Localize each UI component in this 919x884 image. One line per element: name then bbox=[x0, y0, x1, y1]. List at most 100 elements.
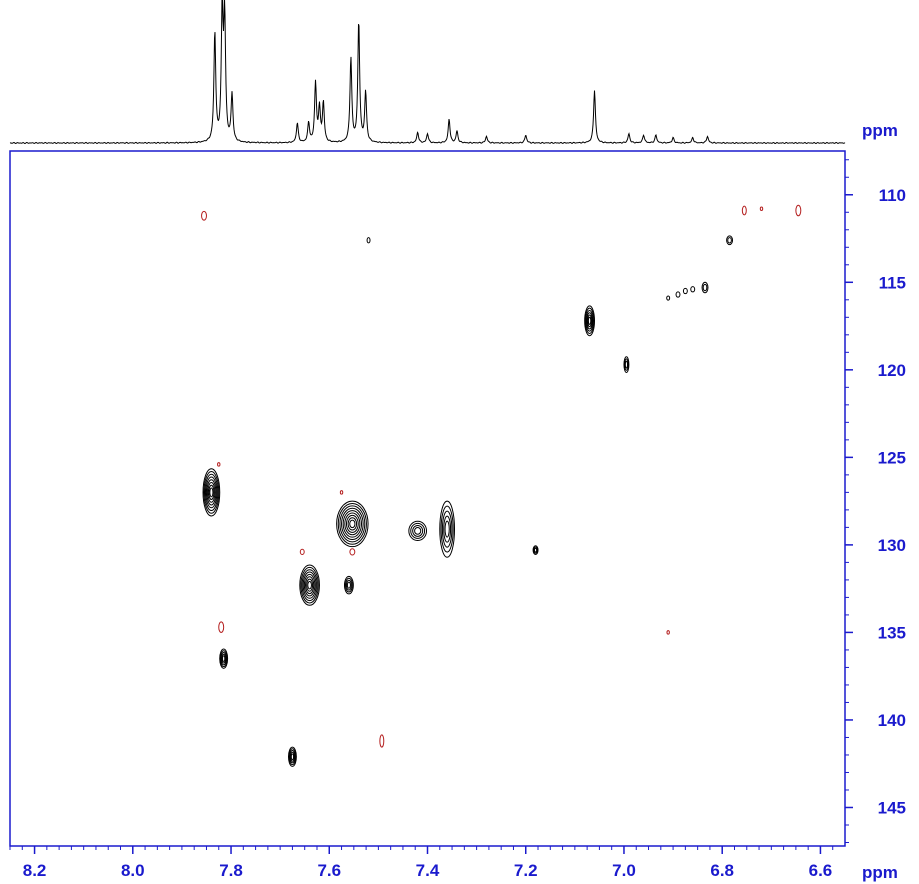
contour-level bbox=[408, 520, 428, 542]
cross-peak bbox=[366, 237, 371, 244]
contour-level bbox=[345, 514, 359, 533]
contour-level bbox=[203, 470, 220, 514]
contour-level bbox=[219, 650, 228, 668]
negative-cross-peak bbox=[759, 206, 764, 212]
contour-level bbox=[220, 651, 227, 666]
contour-level bbox=[299, 564, 320, 606]
cross-peak bbox=[287, 746, 297, 767]
contour-level bbox=[532, 545, 539, 556]
contour-level bbox=[412, 524, 424, 537]
x-tick-label: 7.4 bbox=[416, 861, 440, 880]
contour-level bbox=[300, 566, 319, 604]
x-axis: 8.2 8.0 7.8 7.6 7.4 7.2 7.0 6.8 6.6 bbox=[9, 846, 834, 880]
proton-projection bbox=[9, 0, 846, 145]
cross-peak bbox=[439, 500, 456, 558]
contour-level bbox=[584, 305, 595, 337]
y-tick-label: 120 bbox=[878, 361, 906, 380]
contour-level bbox=[305, 576, 315, 595]
x-tick-label: 6.6 bbox=[809, 861, 833, 880]
contour-level bbox=[666, 630, 670, 635]
contour-level bbox=[410, 522, 426, 539]
negative-cross-peak bbox=[299, 548, 305, 556]
contour-level bbox=[586, 312, 593, 330]
contour-level bbox=[205, 476, 218, 509]
contour-level bbox=[444, 520, 450, 538]
x-tick-label: 7.8 bbox=[219, 861, 243, 880]
contour-level bbox=[726, 235, 734, 246]
x-tick-label: 7.0 bbox=[612, 861, 636, 880]
cross-peak bbox=[701, 281, 709, 294]
contour-level bbox=[301, 569, 318, 602]
contour-level bbox=[379, 734, 385, 748]
contour-level bbox=[218, 621, 225, 633]
contour-level bbox=[287, 746, 297, 767]
y-axis: 110 115 120 125 130 135 140 145 bbox=[845, 159, 906, 843]
contour-level bbox=[306, 578, 314, 592]
contour-level bbox=[299, 548, 305, 556]
contour-level bbox=[346, 581, 351, 589]
cross-peak bbox=[219, 648, 229, 669]
contour-level bbox=[208, 484, 215, 501]
contour-level bbox=[623, 356, 630, 373]
x-tick-label: 7.2 bbox=[514, 861, 538, 880]
contour-level bbox=[741, 205, 747, 216]
cross-peak bbox=[299, 564, 320, 606]
y-tick-label: 110 bbox=[879, 186, 906, 205]
contour-level bbox=[701, 281, 709, 294]
cross-peak bbox=[584, 305, 595, 337]
contour-level bbox=[339, 490, 344, 495]
contour-level bbox=[343, 575, 354, 595]
contour-level bbox=[795, 204, 802, 217]
contour-level bbox=[344, 512, 361, 536]
contour-level bbox=[206, 479, 217, 506]
contour-level bbox=[440, 505, 454, 553]
contour-level bbox=[221, 653, 226, 664]
contour-level bbox=[337, 502, 367, 545]
cross-peak bbox=[532, 545, 539, 556]
cross-peak bbox=[202, 468, 221, 517]
contour-level bbox=[759, 206, 764, 212]
x-tick-label: 8.0 bbox=[121, 861, 145, 880]
contour-level bbox=[336, 500, 369, 548]
negative-cross-peak bbox=[666, 630, 670, 635]
contour-level bbox=[222, 655, 226, 662]
contour-level bbox=[366, 237, 371, 244]
contour-level bbox=[414, 527, 422, 535]
contour-level bbox=[202, 468, 221, 517]
contour-level bbox=[441, 510, 453, 548]
contour-level bbox=[624, 360, 629, 369]
contour-level bbox=[302, 571, 317, 599]
negative-cross-peak bbox=[218, 621, 225, 633]
contour-level bbox=[443, 515, 452, 543]
contour-level bbox=[690, 286, 696, 293]
proton-spectrum-trace bbox=[9, 0, 846, 145]
contour-level bbox=[727, 237, 732, 244]
negative-cross-peak bbox=[741, 205, 747, 216]
contour-level bbox=[666, 295, 671, 301]
y-tick-label: 115 bbox=[879, 273, 906, 292]
contour-level bbox=[288, 748, 297, 766]
plot-frame bbox=[9, 150, 846, 847]
contour-level bbox=[345, 579, 352, 591]
contour-level bbox=[587, 316, 592, 325]
contour-level bbox=[347, 517, 358, 531]
cross-peak bbox=[623, 356, 630, 373]
cross-peak bbox=[675, 291, 681, 298]
negative-cross-peak bbox=[795, 204, 802, 217]
contour-level bbox=[439, 500, 456, 558]
contour-level bbox=[349, 548, 356, 556]
contour-level bbox=[342, 510, 363, 538]
x-tick-label: 7.6 bbox=[317, 861, 341, 880]
contour-level bbox=[533, 546, 538, 554]
negative-cross-peak bbox=[379, 734, 385, 748]
y-tick-label: 135 bbox=[878, 623, 906, 642]
negative-cross-peak bbox=[201, 210, 207, 221]
negative-cross-peak bbox=[217, 462, 221, 467]
contour-level bbox=[587, 314, 593, 328]
contour-level bbox=[204, 473, 219, 512]
x-axis-unit-label: ppm bbox=[862, 863, 898, 882]
contour-level bbox=[624, 358, 629, 371]
contour-level bbox=[289, 750, 296, 764]
cross-peak bbox=[666, 295, 671, 301]
negative-cross-peak bbox=[339, 490, 344, 495]
